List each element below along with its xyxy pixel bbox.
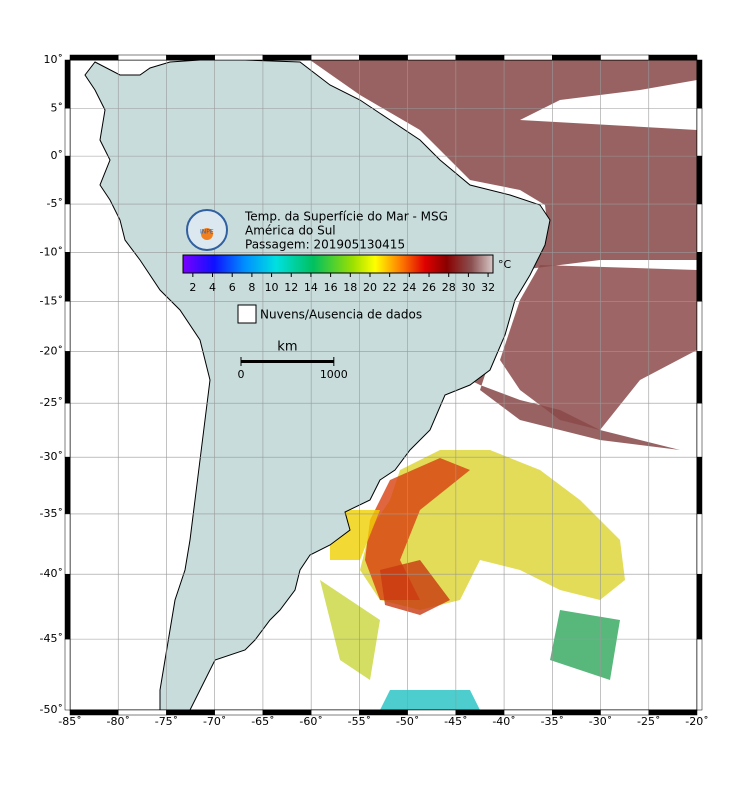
- frame-segment: [600, 54, 650, 61]
- frame-segment: [310, 54, 360, 61]
- frame-segment: [64, 402, 71, 458]
- frame-segment: [696, 638, 703, 711]
- frame-segment: [696, 456, 703, 515]
- frame-segment: [359, 54, 408, 61]
- y-tick-label: -30˚: [40, 450, 63, 463]
- frame-segment: [64, 456, 71, 515]
- frame-segment: [64, 638, 71, 711]
- colorbar-tick-label: 6: [229, 281, 236, 294]
- y-tick-label: -35˚: [40, 507, 63, 520]
- logo-dot: [201, 228, 213, 240]
- frame-segment: [64, 59, 71, 109]
- frame-segment: [696, 402, 703, 458]
- legend-swatch: [237, 304, 257, 324]
- frame-segment: [166, 54, 215, 61]
- y-tick-label: 5˚: [51, 101, 64, 114]
- y-tick-label: 0˚: [51, 149, 64, 162]
- scale-bar-line: [241, 360, 334, 363]
- frame-segment: [696, 108, 703, 157]
- x-tick-label: -85˚: [58, 715, 81, 728]
- title-line: Passagem: 201905130415: [245, 238, 405, 252]
- frame-segment: [648, 709, 698, 716]
- colorbar-tick-label: 28: [442, 281, 456, 294]
- frame-segment: [117, 54, 167, 61]
- frame-segment: [64, 301, 71, 352]
- legend-label: Nuvens/Ausencia de dados: [260, 308, 422, 322]
- frame-segment: [696, 155, 703, 205]
- y-tick-label: 10˚: [44, 53, 64, 66]
- frame-segment: [214, 54, 264, 61]
- colorbar-tick-label: 12: [284, 281, 298, 294]
- x-tick-label: -35˚: [541, 715, 564, 728]
- scale-tick-label: 1000: [320, 368, 348, 381]
- colorbar-tick-label: 26: [422, 281, 436, 294]
- frame-segment: [64, 351, 71, 404]
- map-area: [70, 60, 697, 710]
- y-tick-label: -15˚: [40, 294, 63, 307]
- colorbar-ticks: 2 4 6 8 10 12 14 16 18 20 22 24 26 28 30 32: [189, 273, 495, 294]
- x-tick-label: -70˚: [203, 715, 226, 728]
- x-tick-label: -80˚: [106, 715, 129, 728]
- x-tick-label: -55˚: [348, 715, 371, 728]
- y-tick-label: -20˚: [40, 344, 63, 357]
- frame-segment: [69, 54, 119, 61]
- frame-segment: [696, 59, 703, 109]
- x-tick-label: -45˚: [444, 715, 467, 728]
- x-tick-label: -30˚: [589, 715, 612, 728]
- frame-segment: [696, 573, 703, 640]
- frame-segment: [262, 54, 312, 61]
- x-tick-label: -50˚: [396, 715, 419, 728]
- colorbar-tick-label: 24: [402, 281, 416, 294]
- frame-segment: [64, 155, 71, 205]
- colorbar-unit: °C: [498, 258, 512, 271]
- scale-tick-label: 0: [238, 368, 245, 381]
- y-tick-label: -5˚: [47, 197, 63, 210]
- logo-text: INPE: [200, 229, 214, 236]
- scale-unit: km: [277, 340, 297, 355]
- frame-segment: [64, 573, 71, 640]
- y-tick-label: -40˚: [40, 567, 63, 580]
- colorbar-tick-label: 10: [265, 281, 279, 294]
- colorbar-tick-label: 2: [189, 281, 196, 294]
- x-tick-label: -25˚: [637, 715, 660, 728]
- x-tick-label: -60˚: [299, 715, 322, 728]
- y-tick-label: -45˚: [40, 632, 63, 645]
- frame-bars: [64, 54, 703, 716]
- colorbar: [182, 254, 494, 274]
- colorbar-tick-label: 20: [363, 281, 377, 294]
- frame-segment: [503, 54, 553, 61]
- colorbar-tick-label: 30: [461, 281, 475, 294]
- y-tick-label: -50˚: [40, 703, 63, 716]
- colorbar-tick-label: 4: [209, 281, 216, 294]
- frame-segment: [455, 54, 505, 61]
- frame-segment: [696, 513, 703, 575]
- title-line: América do Sul: [245, 224, 336, 238]
- x-tick-label: -20˚: [685, 715, 708, 728]
- frame-segment: [407, 54, 457, 61]
- colorbar-tick-label: 22: [383, 281, 397, 294]
- x-tick-label: -40˚: [492, 715, 515, 728]
- frame-segment: [64, 252, 71, 302]
- colorbar-tick-label: 14: [304, 281, 318, 294]
- title-line: Temp. da Superfície do Mar - MSG: [244, 210, 448, 224]
- y-tick-label: -25˚: [40, 396, 63, 409]
- colorbar-tick-label: 16: [324, 281, 338, 294]
- frame-segment: [696, 203, 703, 253]
- colorbar-tick-label: 32: [481, 281, 495, 294]
- scale-bar: 0 1000 km: [238, 340, 348, 382]
- frame-segment: [64, 108, 71, 157]
- colorbar-tick-label: 18: [343, 281, 357, 294]
- frame-segment: [64, 513, 71, 575]
- y-tick-label: -10˚: [40, 245, 63, 258]
- frame-segment: [64, 203, 71, 253]
- frame-segment: [696, 252, 703, 302]
- frame-segment: [552, 54, 601, 61]
- x-tick-label: -75˚: [155, 715, 178, 728]
- frame-segment: [696, 351, 703, 404]
- x-tick-label: -65˚: [251, 715, 274, 728]
- frame-segment: [696, 301, 703, 352]
- frame-segment: [648, 54, 698, 61]
- colorbar-tick-label: 8: [248, 281, 255, 294]
